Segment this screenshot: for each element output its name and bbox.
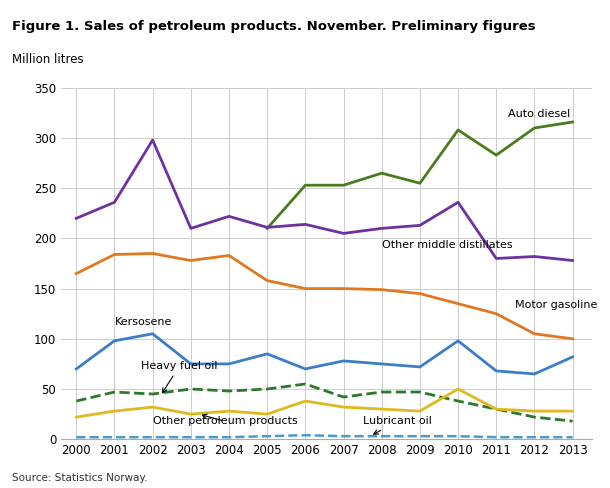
Text: Heavy fuel oil: Heavy fuel oil <box>141 361 218 393</box>
Text: Lubricant oil: Lubricant oil <box>362 416 431 434</box>
Text: Motor gasoline: Motor gasoline <box>515 300 598 310</box>
Text: Auto diesel: Auto diesel <box>508 109 570 119</box>
Text: Figure 1. Sales of petroleum products. November. Preliminary figures: Figure 1. Sales of petroleum products. N… <box>12 20 536 33</box>
Text: Other middle distillates: Other middle distillates <box>382 241 512 250</box>
Text: Kersosene: Kersosene <box>115 317 172 327</box>
Text: Other petroleum products: Other petroleum products <box>152 414 298 426</box>
Text: Million litres: Million litres <box>12 53 84 66</box>
Text: Source: Statistics Norway.: Source: Statistics Norway. <box>12 473 148 483</box>
